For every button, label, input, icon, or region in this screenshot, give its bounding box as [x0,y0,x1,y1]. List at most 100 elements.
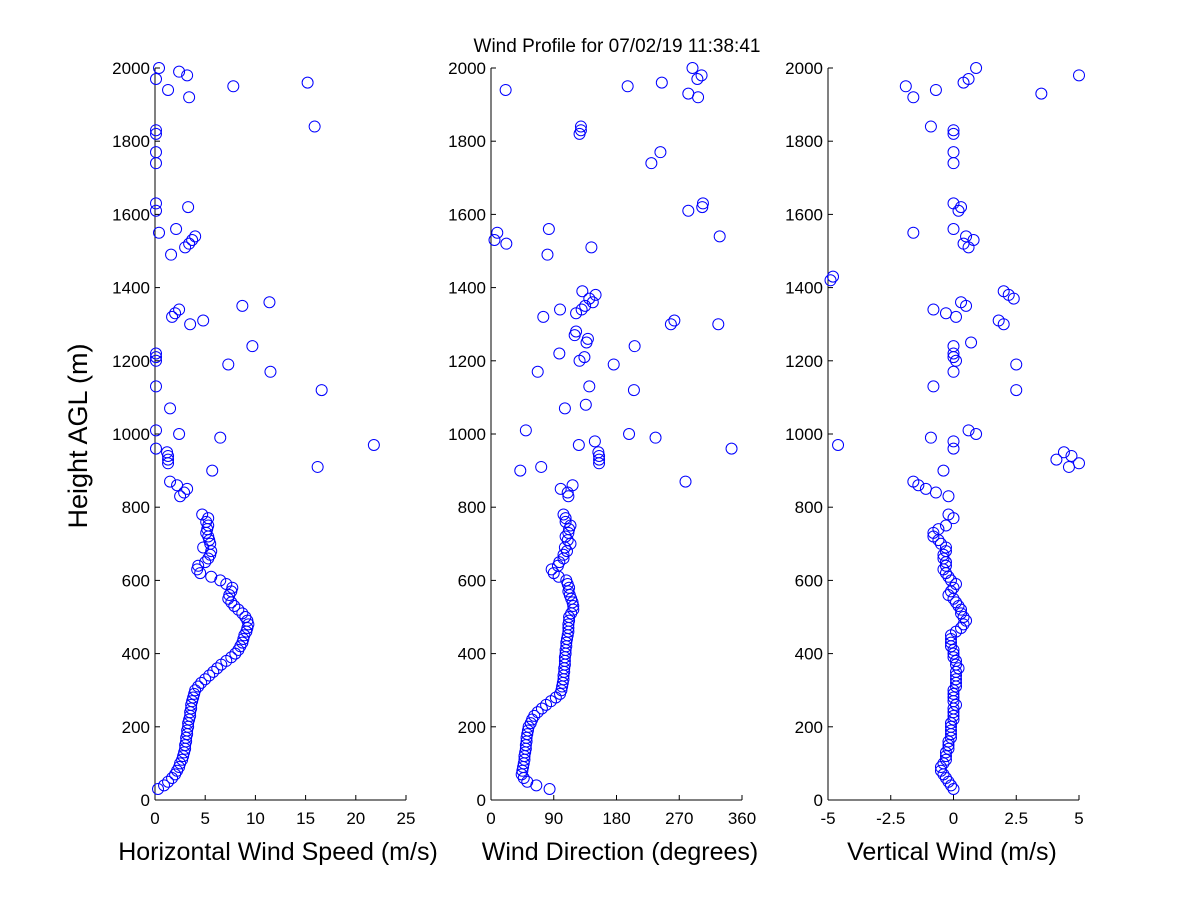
data-point [521,728,534,741]
data-point [962,72,975,85]
data-point [691,72,704,85]
data-point [832,438,845,451]
data-point [205,570,218,583]
data-point [623,428,636,440]
data-point [226,581,239,594]
data-point [161,446,174,459]
data-point [150,72,163,85]
x-tick-label: 180 [602,809,630,828]
data-point [929,486,942,499]
data-point [947,647,960,660]
data-point [315,384,328,397]
y-tick-label: 1800 [448,132,486,151]
data-point [528,709,541,722]
data-point [947,223,960,236]
data-point [960,230,973,243]
data-point [204,548,217,561]
data-point [171,479,184,492]
data-point [927,380,940,393]
data-point [173,303,186,316]
data-point [225,585,238,598]
data-point [655,76,668,89]
data-point [1065,449,1078,462]
data-point [207,665,220,678]
data-point [535,460,548,473]
data-point [944,779,957,792]
data-point [578,351,591,364]
data-point [937,548,950,561]
y-axis-label: Height AGL (m) [63,343,93,528]
data-point [692,91,705,104]
x-tick-label: -2.5 [876,809,905,828]
y-tick-label: 400 [795,645,823,664]
data-point [929,83,942,96]
y-tick-label: 200 [458,718,486,737]
x-tick-label: 0 [486,809,495,828]
data-point [950,658,963,671]
data-point [939,746,952,759]
data-point [301,76,314,89]
y-tick-label: 600 [458,571,486,590]
data-point [583,292,596,305]
data-point [593,453,606,466]
data-point [592,446,605,459]
data-point [583,380,596,393]
data-point [572,438,585,451]
data-point [947,124,960,137]
y-tick-label: 1600 [785,205,823,224]
data-point [950,310,963,323]
data-point [179,241,192,254]
data-point [227,80,240,93]
data-point [573,354,586,367]
data-point [1062,460,1075,473]
data-point [236,299,249,312]
data-point [965,336,978,349]
data-point [574,124,587,137]
data-point [222,358,235,371]
data-point [150,124,163,137]
data-point [668,314,681,327]
data-point [944,636,957,649]
y-tick-label: 1000 [785,425,823,444]
data-point [962,424,975,437]
x-tick-label: 0 [150,809,159,828]
data-point [563,614,576,627]
data-point [952,204,965,217]
data-point [173,428,186,440]
y-tick-label: 2000 [448,59,486,78]
data-point [944,720,957,733]
data-point [308,120,321,133]
data-point [607,358,620,371]
data-point [500,237,513,250]
data-point [535,702,548,715]
y-tick-label: 200 [122,718,150,737]
data-point [907,475,920,488]
data-point [947,643,960,656]
data-point [183,237,196,250]
data-point [927,303,940,316]
data-point [553,556,566,569]
data-point [588,435,601,448]
data-point [562,490,575,503]
data-point [562,618,575,631]
data-point [153,226,166,239]
data-point [177,750,190,763]
data-point [939,559,952,572]
data-point [240,625,253,638]
data-point [183,91,196,104]
data-point [562,526,575,539]
data-point [947,197,960,210]
data-point [957,618,970,631]
data-point [559,530,572,543]
data-point [939,753,952,766]
data-point [686,62,699,74]
data-point [947,442,960,455]
y-tick-label: 800 [795,498,823,517]
data-point [586,296,599,309]
data-point [150,197,163,210]
data-point [187,691,200,704]
data-point [679,475,692,488]
data-point [557,548,570,561]
data-point [824,274,837,287]
data-point [937,768,950,781]
